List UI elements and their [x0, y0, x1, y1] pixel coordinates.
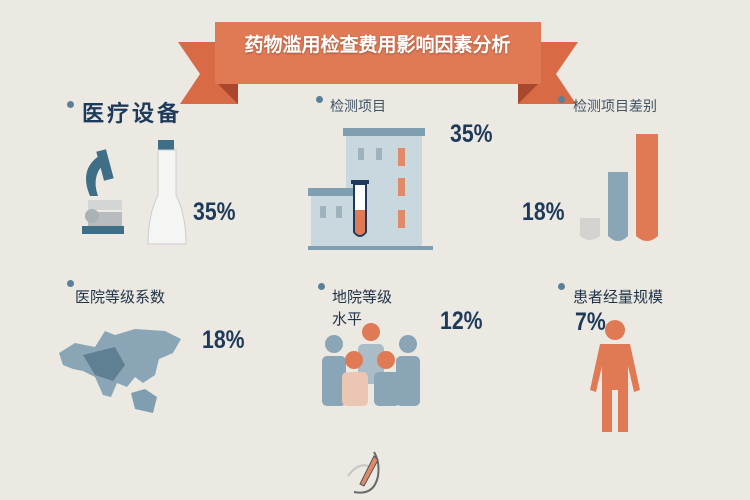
- bullet-dot: [316, 96, 323, 103]
- test-tubes-icon: [580, 134, 658, 241]
- test-tube-icon: [351, 180, 369, 237]
- bullet-dot: [67, 280, 74, 287]
- item-value: 35%: [450, 120, 493, 148]
- people-icon: [322, 323, 420, 406]
- item-value: 12%: [440, 307, 483, 335]
- item-label-line1: 地院等级: [332, 288, 393, 306]
- bullet-dot: [318, 283, 325, 290]
- item-value: 18%: [522, 198, 565, 226]
- logo-icon: [347, 451, 380, 494]
- item-label: 患者经量规模: [573, 288, 664, 306]
- map-icon: [59, 329, 181, 413]
- item-value: 35%: [193, 198, 236, 226]
- item-label: 医疗设备: [82, 102, 183, 127]
- item-label-line2: 水平: [332, 310, 363, 328]
- item-value: 18%: [202, 326, 245, 354]
- microscope-icon: [82, 149, 124, 234]
- item-value: 7%: [575, 308, 606, 336]
- bullet-dot: [558, 283, 565, 290]
- item-label: 地院等级 水平: [332, 286, 392, 330]
- person-icon: [590, 320, 640, 432]
- bullet-dot: [558, 96, 565, 103]
- flask-icon: [147, 140, 187, 245]
- item-label: 检测项目差别: [573, 99, 657, 115]
- title-banner: [178, 22, 578, 104]
- bullet-dot: [67, 101, 74, 108]
- building-icon: [308, 128, 433, 250]
- page-title: 药物滥用检查费用影响因素分析: [244, 34, 511, 56]
- item-label: 检测项目: [330, 99, 386, 115]
- item-label: 医院等级系数: [75, 288, 166, 306]
